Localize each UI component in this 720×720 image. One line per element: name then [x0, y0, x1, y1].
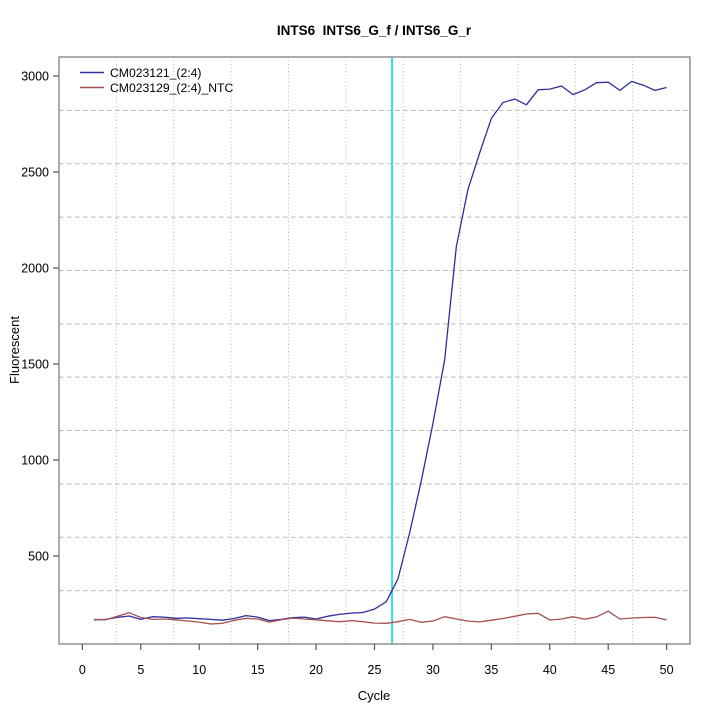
plot-area: 0 5 10 15 20 25 30 35 40 45 50 500 1000 1500 2000 2500 3…	[21, 56, 691, 677]
chart-title: INTS6 INTS6_G_f / INTS6_G_r	[277, 23, 472, 38]
y-tick-label: 500	[28, 549, 49, 563]
series-line-0	[94, 80, 667, 622]
x-tick-label: 50	[660, 663, 674, 677]
series-line-1	[94, 610, 667, 625]
y-tick-label: 1500	[21, 357, 49, 371]
legend-label-sample: CM023121_(2:4)	[110, 66, 201, 80]
y-tick-label: 1000	[21, 453, 49, 467]
y-tick-label: 2000	[21, 261, 49, 275]
x-tick-label: 30	[426, 663, 440, 677]
x-tick-label: 20	[309, 663, 323, 677]
x-tick-label: 5	[137, 663, 144, 677]
x-tick-label: 15	[251, 663, 265, 677]
legend-label-ntc: CM023129_(2:4)_NTC	[110, 81, 233, 95]
x-tick-label: 0	[79, 663, 86, 677]
x-tick-label: 40	[543, 663, 557, 677]
legend: CM023121_(2:4) CM023129_(2:4)_NTC	[80, 66, 233, 95]
x-axis-label: Cycle	[358, 688, 391, 703]
x-tick-label: 45	[601, 663, 615, 677]
x-tick-label: 25	[368, 663, 382, 677]
y-axis-label: Fluorescent	[7, 316, 22, 384]
y-tick-label: 2500	[21, 165, 49, 179]
plot-box	[58, 56, 691, 645]
x-tick-label: 35	[484, 663, 498, 677]
x-tick-label: 10	[192, 663, 206, 677]
y-tick-label: 3000	[21, 69, 49, 83]
